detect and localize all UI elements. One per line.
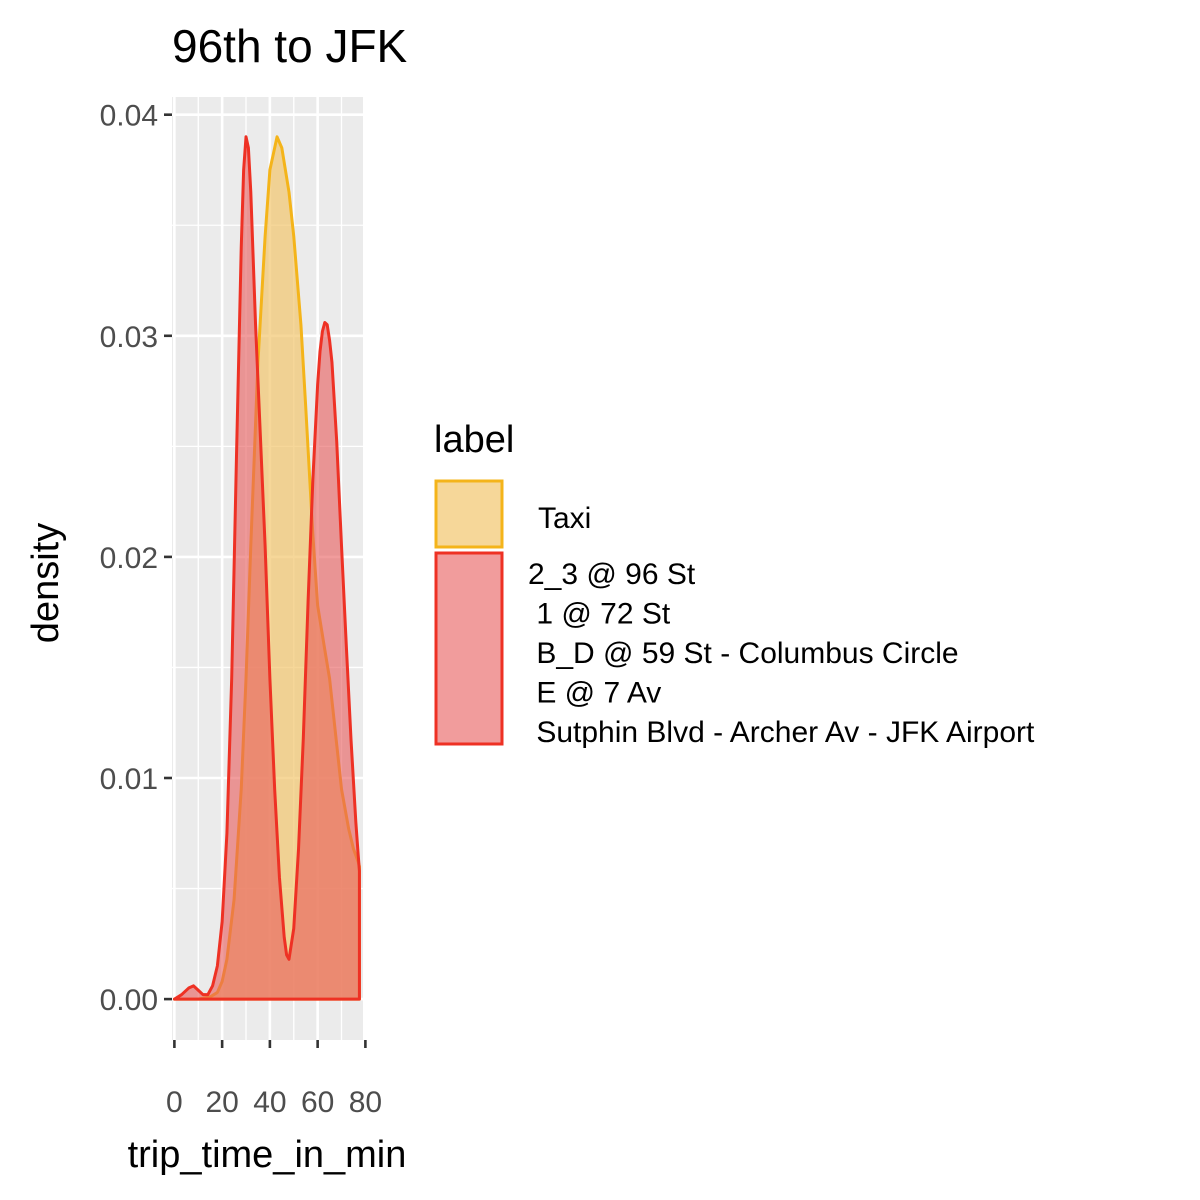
- y-tick-label-1: 0.01: [100, 763, 158, 796]
- legend-key-1: [434, 551, 504, 746]
- y-axis-title: density: [25, 523, 67, 643]
- x-tick-label-4: 80: [349, 1086, 382, 1119]
- axes: 0.00 0.01 0.02 0.03 0.04 0 20 40 60 80: [100, 100, 382, 1119]
- y-tick-label-2: 0.02: [100, 542, 158, 575]
- y-tick-label-3: 0.03: [100, 321, 158, 354]
- legend-items: Taxi 2_3 @ 96 St 1 @ 72 St B_D @ 59 St - …: [434, 479, 1035, 749]
- density-curve-1: [172, 135, 361, 1001]
- legend-label-1-line-4: Sutphin Blvd - Archer Av - JFK Airport: [528, 716, 1035, 749]
- y-tick-label-0: 0.00: [100, 984, 158, 1017]
- legend-label-1-line-0: 2_3 @ 96 St: [528, 558, 696, 591]
- chart-title: 96th to JFK: [172, 20, 408, 72]
- x-tick-label-3: 60: [301, 1086, 334, 1119]
- legend-label-1-line-3: E @ 7 Av: [528, 677, 661, 710]
- x-tick-label-2: 40: [253, 1086, 286, 1119]
- x-tick-label-1: 20: [205, 1086, 238, 1119]
- legend: label Taxi 2_3 @ 96 St 1 @ 72 St B_D @ 59…: [434, 419, 1035, 749]
- legend-label-0: Taxi: [538, 502, 591, 535]
- legend-label-1: 2_3 @ 96 St 1 @ 72 St B_D @ 59 St - Colu…: [528, 558, 1035, 749]
- legend-key-0: [434, 479, 504, 549]
- legend-title: label: [434, 419, 514, 461]
- legend-label-1-line-1: 1 @ 72 St: [528, 598, 671, 631]
- density-series: [172, 135, 361, 1001]
- x-tick-label-0: 0: [166, 1086, 183, 1119]
- legend-label-1-line-2: B_D @ 59 St - Columbus Circle: [528, 637, 959, 670]
- x-axis-title: trip_time_in_min: [128, 1134, 407, 1176]
- y-tick-label-4: 0.04: [100, 100, 158, 133]
